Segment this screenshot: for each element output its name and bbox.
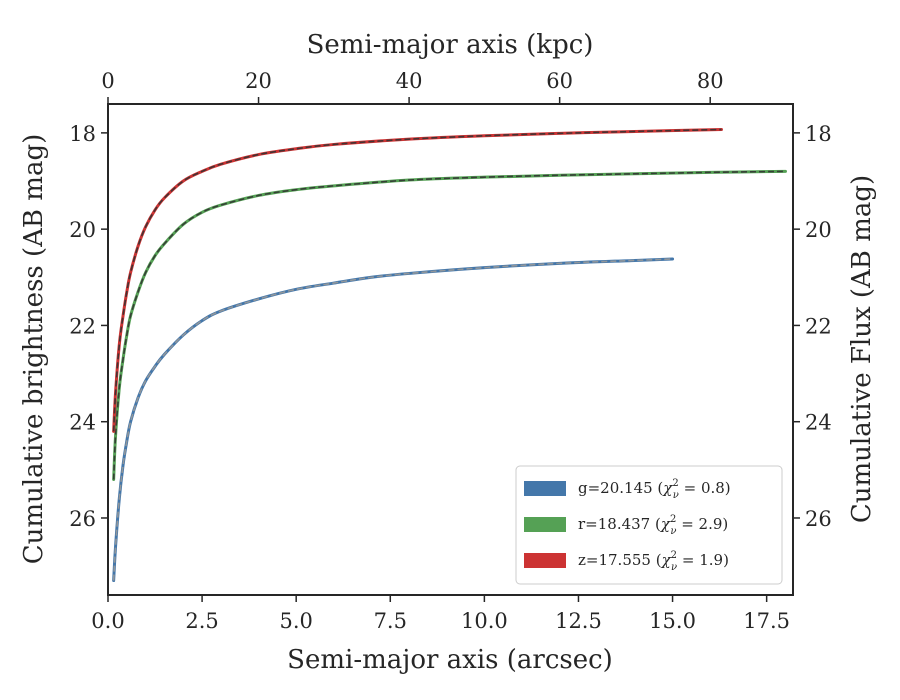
model-line-z (112, 128, 722, 432)
x2-tick-label: 80 (697, 69, 724, 93)
x2-tick-label: 40 (396, 69, 423, 93)
series-layer (112, 128, 787, 583)
y2-tick-label: 24 (805, 411, 832, 435)
y-axis-title: Cumulative brightness (AB mag) (19, 134, 49, 565)
x-tick-label: 0.0 (91, 609, 124, 633)
model-line-r (112, 170, 786, 480)
y-tick-label: 22 (69, 314, 96, 338)
legend-swatch-r (524, 517, 566, 532)
x2-tick-label: 60 (546, 69, 573, 93)
legend-label-z: z=17.555 (χ2 ν = 1.9) (578, 550, 729, 573)
x-tick-label: 10.0 (461, 609, 508, 633)
x-tick-label: 15.0 (649, 609, 696, 633)
y2-axis-title: Cumulative Flux (AB mag) (847, 175, 877, 523)
y2-tick-label: 18 (805, 122, 832, 146)
legend: g=20.145 (χ2 ν = 0.8) r=18.437 (χ2 ν = 2.9)… (515, 465, 783, 585)
series-line-r (112, 169, 787, 481)
legend-swatch-z (524, 553, 566, 568)
legend-box (515, 465, 783, 585)
x-tick-label: 17.5 (743, 609, 790, 633)
plot-frame (107, 103, 794, 596)
y-tick-label: 24 (69, 411, 96, 435)
legend-swatch-g (524, 481, 566, 496)
y-tick-label: 26 (69, 507, 96, 531)
legend-label-r: r=18.437 (χ2 ν = 2.9) (578, 514, 728, 537)
y2-tick-label: 22 (805, 314, 832, 338)
x-tick-label: 2.5 (185, 609, 218, 633)
model-line-g (112, 258, 673, 581)
legend-label-g: g=20.145 (χ2 ν = 0.8) (578, 478, 731, 501)
y-tick-label: 20 (69, 218, 96, 242)
x-tick-label: 7.5 (374, 609, 407, 633)
x-tick-label: 5.0 (279, 609, 312, 633)
x2-tick-label: 20 (245, 69, 272, 93)
x-axis-title: Semi-major axis (arcsec) (287, 645, 613, 675)
y-tick-label: 18 (69, 122, 96, 146)
y2-tick-label: 26 (805, 507, 832, 531)
x-tick-label: 12.5 (555, 609, 602, 633)
x2-axis-title: Semi-major axis (kpc) (307, 30, 594, 60)
ticks-layer: 0.0 2.5 5.0 7.5 10.0 12.5 15.0 17.5 0 20 40 60 80 18 2… (69, 69, 831, 633)
x2-tick-label: 0 (101, 69, 114, 93)
y2-tick-label: 20 (805, 218, 832, 242)
